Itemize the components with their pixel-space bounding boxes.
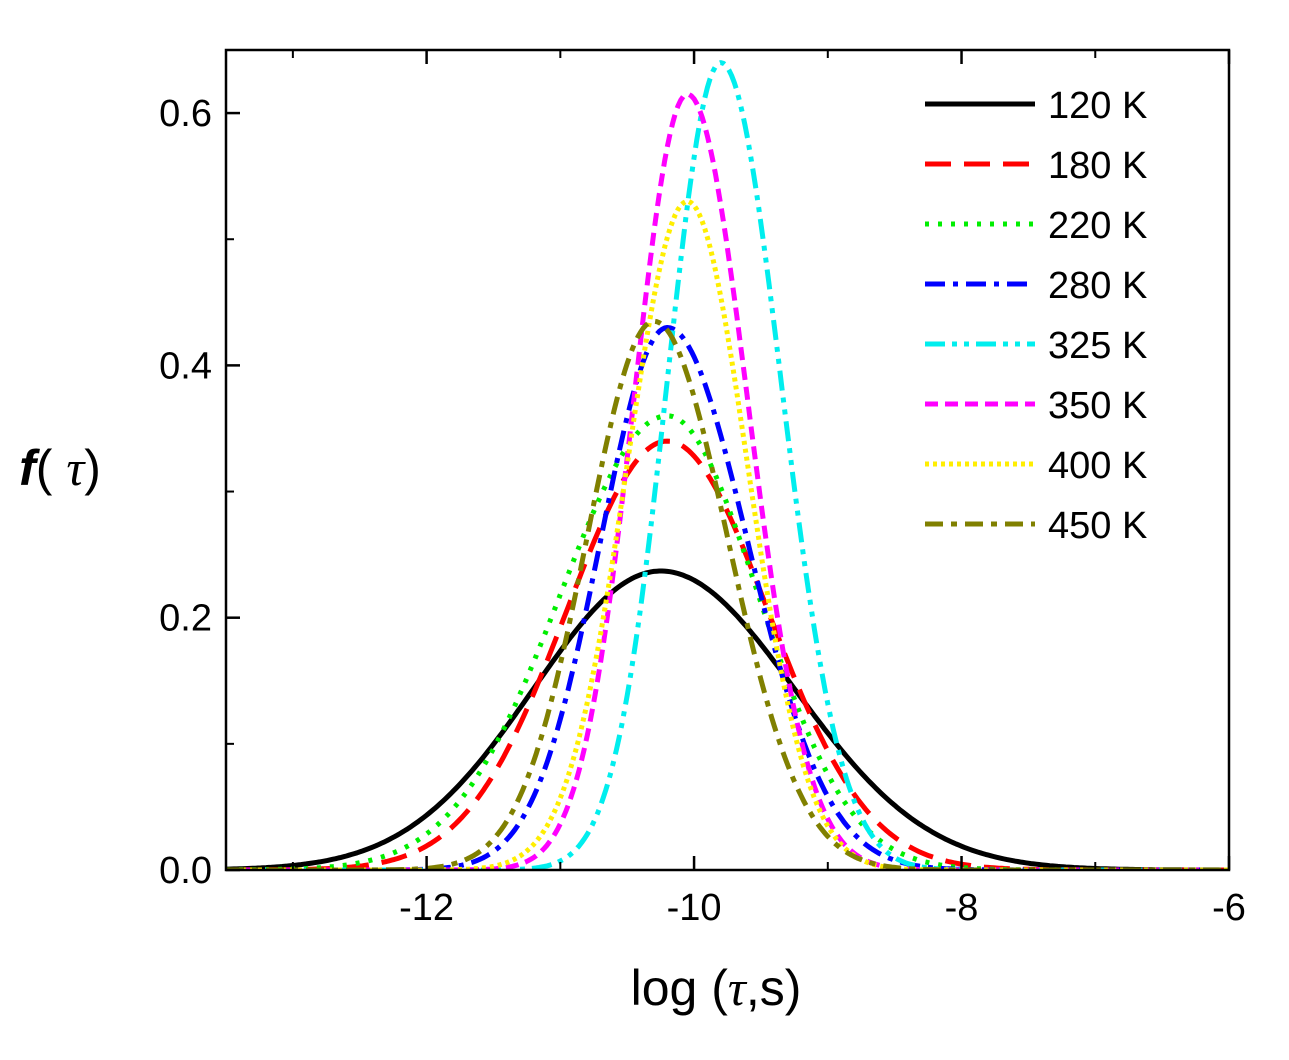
y-tick-label: 0.2 — [159, 598, 212, 640]
y-tick-label: 0.4 — [159, 345, 212, 387]
y-tick-label: 0.0 — [159, 850, 212, 892]
legend-label: 280 K — [1048, 265, 1147, 307]
x-tick-label: -12 — [399, 887, 454, 929]
legend-label: 220 K — [1048, 205, 1147, 247]
y-axis-label: f( τ) — [19, 440, 101, 496]
legend-label: 325 K — [1048, 325, 1147, 367]
series-line-350k — [226, 91, 1229, 870]
x-axis-label: log (τ,s) — [631, 960, 802, 1016]
series-line-120k — [226, 568, 1229, 870]
legend: 120 K 180 K 220 K 280 K 325 K 350 K 400 K 450 K — [925, 85, 1147, 547]
x-tick-label: -6 — [1212, 887, 1246, 929]
axis-tick-labels: -12 -10 -8 -6 0.0 0.2 0.4 0.6 — [159, 93, 1246, 929]
x-tick-label: -8 — [945, 887, 979, 929]
axis-ticks — [226, 50, 1231, 872]
x-tick-label: -10 — [667, 887, 722, 929]
legend-label: 450 K — [1048, 505, 1147, 547]
legend-label: 350 K — [1048, 385, 1147, 427]
plot-frame — [224, 48, 1231, 872]
legend-label: 180 K — [1048, 145, 1147, 187]
y-tick-label: 0.6 — [159, 93, 212, 135]
legend-label: 120 K — [1048, 85, 1147, 127]
legend-label: 400 K — [1048, 445, 1147, 487]
